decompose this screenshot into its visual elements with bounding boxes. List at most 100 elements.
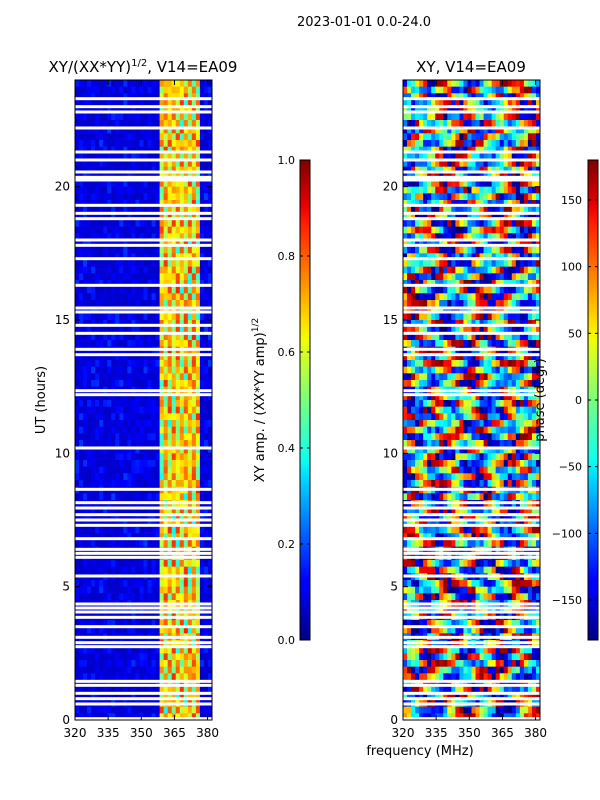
- heatmap-cell: [151, 360, 157, 368]
- heatmap-cell: [167, 646, 173, 654]
- heatmap-cell: [179, 360, 185, 368]
- right-heatmap: [403, 80, 540, 720]
- heatmap-cell: [127, 540, 133, 548]
- heatmap-cell: [423, 153, 428, 161]
- heatmap-cell: [447, 366, 452, 374]
- heatmap-cell: [83, 320, 88, 328]
- heatmap-cell: [95, 520, 100, 528]
- heatmap-cell: [191, 606, 197, 614]
- heatmap-cell: [531, 360, 537, 368]
- heatmap-cell: [119, 360, 124, 368]
- heatmap-cell: [467, 393, 473, 401]
- heatmap-cell: [459, 93, 465, 101]
- heatmap-cell: [475, 226, 481, 234]
- heatmap-cell: [195, 120, 201, 128]
- heatmap-cell: [123, 200, 128, 208]
- heatmap-cell: [175, 420, 181, 428]
- heatmap-cell: [199, 713, 205, 720]
- heatmap-cell: [103, 433, 108, 441]
- heatmap-cell: [523, 233, 529, 241]
- heatmap-cell: [207, 213, 212, 221]
- heatmap-cell: [87, 80, 92, 88]
- heatmap-cell: [107, 626, 112, 634]
- heatmap-cell: [183, 213, 189, 221]
- heatmap-cell: [111, 460, 116, 468]
- heatmap-cell: [119, 366, 124, 374]
- heatmap-cell: [83, 86, 88, 94]
- heatmap-cell: [103, 606, 108, 614]
- heatmap-cell: [139, 560, 145, 568]
- heatmap-cell: [111, 286, 116, 294]
- heatmap-cell: [403, 240, 408, 248]
- heatmap-cell: [447, 353, 452, 361]
- heatmap-cell: [175, 240, 181, 248]
- heatmap-cell: [479, 220, 485, 228]
- heatmap-cell: [127, 680, 133, 688]
- heatmap-cell: [155, 100, 161, 108]
- heatmap-cell: [111, 186, 116, 194]
- heatmap-cell: [95, 86, 100, 94]
- heatmap-cell: [507, 340, 513, 348]
- heatmap-cell: [107, 293, 112, 301]
- heatmap-cell: [107, 366, 112, 374]
- heatmap-cell: [451, 306, 456, 314]
- heatmap-cell: [427, 353, 432, 361]
- heatmap-cell: [475, 86, 481, 94]
- heatmap-cell: [183, 686, 189, 694]
- heatmap-cell: [91, 400, 96, 408]
- heatmap-cell: [159, 666, 165, 674]
- heatmap-cell: [479, 146, 485, 154]
- heatmap-cell: [427, 140, 432, 148]
- heatmap-cell: [75, 540, 80, 548]
- heatmap-cell: [459, 100, 465, 108]
- heatmap-cell: [195, 246, 201, 254]
- heatmap-cell: [447, 93, 452, 101]
- heatmap-cell: [183, 300, 189, 308]
- heatmap-cell: [531, 153, 537, 161]
- heatmap-cell: [479, 113, 485, 121]
- flagged-row: [75, 683, 212, 687]
- heatmap-cell: [507, 153, 513, 161]
- heatmap-cell: [527, 100, 533, 108]
- heatmap-cell: [203, 380, 209, 388]
- heatmap-cell: [163, 660, 169, 668]
- heatmap-cell: [531, 313, 537, 321]
- heatmap-cell: [151, 206, 157, 214]
- heatmap-cell: [519, 80, 525, 88]
- heatmap-cell: [119, 86, 124, 94]
- heatmap-cell: [91, 580, 96, 588]
- heatmap-cell: [423, 326, 428, 334]
- heatmap-cell: [171, 380, 177, 388]
- heatmap-cell: [155, 366, 161, 374]
- heatmap-cell: [79, 240, 84, 248]
- x-tick-label: 335: [97, 726, 120, 740]
- heatmap-cell: [443, 340, 448, 348]
- heatmap-cell: [175, 333, 181, 341]
- heatmap-cell: [135, 493, 141, 501]
- heatmap-cell: [155, 660, 161, 668]
- heatmap-cell: [203, 126, 209, 134]
- heatmap-cell: [159, 606, 165, 614]
- heatmap-cell: [151, 560, 157, 568]
- heatmap-cell: [155, 520, 161, 528]
- heatmap-cell: [531, 133, 537, 141]
- heatmap-cell: [503, 273, 509, 281]
- heatmap-cell: [415, 333, 420, 341]
- heatmap-cell: [75, 493, 80, 501]
- heatmap-cell: [111, 126, 116, 134]
- heatmap-cell: [471, 113, 477, 121]
- heatmap-cell: [479, 393, 485, 401]
- heatmap-cell: [507, 206, 513, 214]
- heatmap-cell: [115, 466, 120, 474]
- heatmap-cell: [527, 380, 533, 388]
- heatmap-cell: [515, 193, 521, 201]
- heatmap-cell: [91, 193, 96, 201]
- heatmap-cell: [195, 273, 201, 281]
- heatmap-cell: [103, 460, 108, 468]
- heatmap-cell: [491, 120, 497, 128]
- heatmap-cell: [183, 273, 189, 281]
- heatmap-cell: [131, 260, 137, 268]
- heatmap-cell: [463, 153, 469, 161]
- heatmap-cell: [103, 120, 108, 128]
- heatmap-cell: [515, 226, 521, 234]
